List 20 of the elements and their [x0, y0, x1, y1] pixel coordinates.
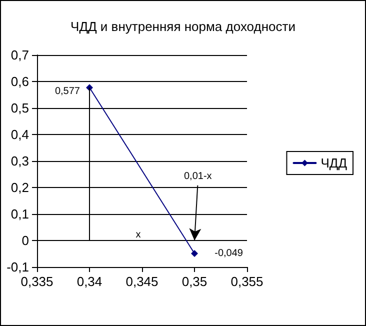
y-tick-label: 0,3: [10, 154, 29, 168]
x-tick-label: 0,34: [76, 274, 102, 289]
legend-label: ЧДД: [320, 156, 348, 170]
y-tick-label: 0,5: [10, 100, 29, 116]
x-tick-label: 0,335: [20, 274, 54, 289]
annotation: 0,01-x: [184, 170, 212, 182]
chart-title: ЧДД и внутренняя норма доходности: [70, 19, 296, 34]
y-tick-label: 0,4: [10, 127, 29, 142]
x-tick-label: 0,355: [230, 274, 264, 289]
annotation: x: [136, 229, 141, 240]
y-tick-label: 0,1: [10, 206, 29, 222]
y-tick-label: 0,2: [10, 180, 29, 195]
x-tick-label: 0,35: [182, 274, 208, 289]
y-tick-label: 0,6: [10, 74, 29, 89]
y-tick-label: -0,1: [6, 260, 29, 274]
y-tick-label: 0: [22, 233, 29, 248]
y-tick-label: 0,7: [10, 48, 29, 62]
text: 0,577: [54, 86, 80, 98]
x-tick-label: 0,345: [126, 274, 158, 289]
text: -0,049: [214, 248, 243, 259]
